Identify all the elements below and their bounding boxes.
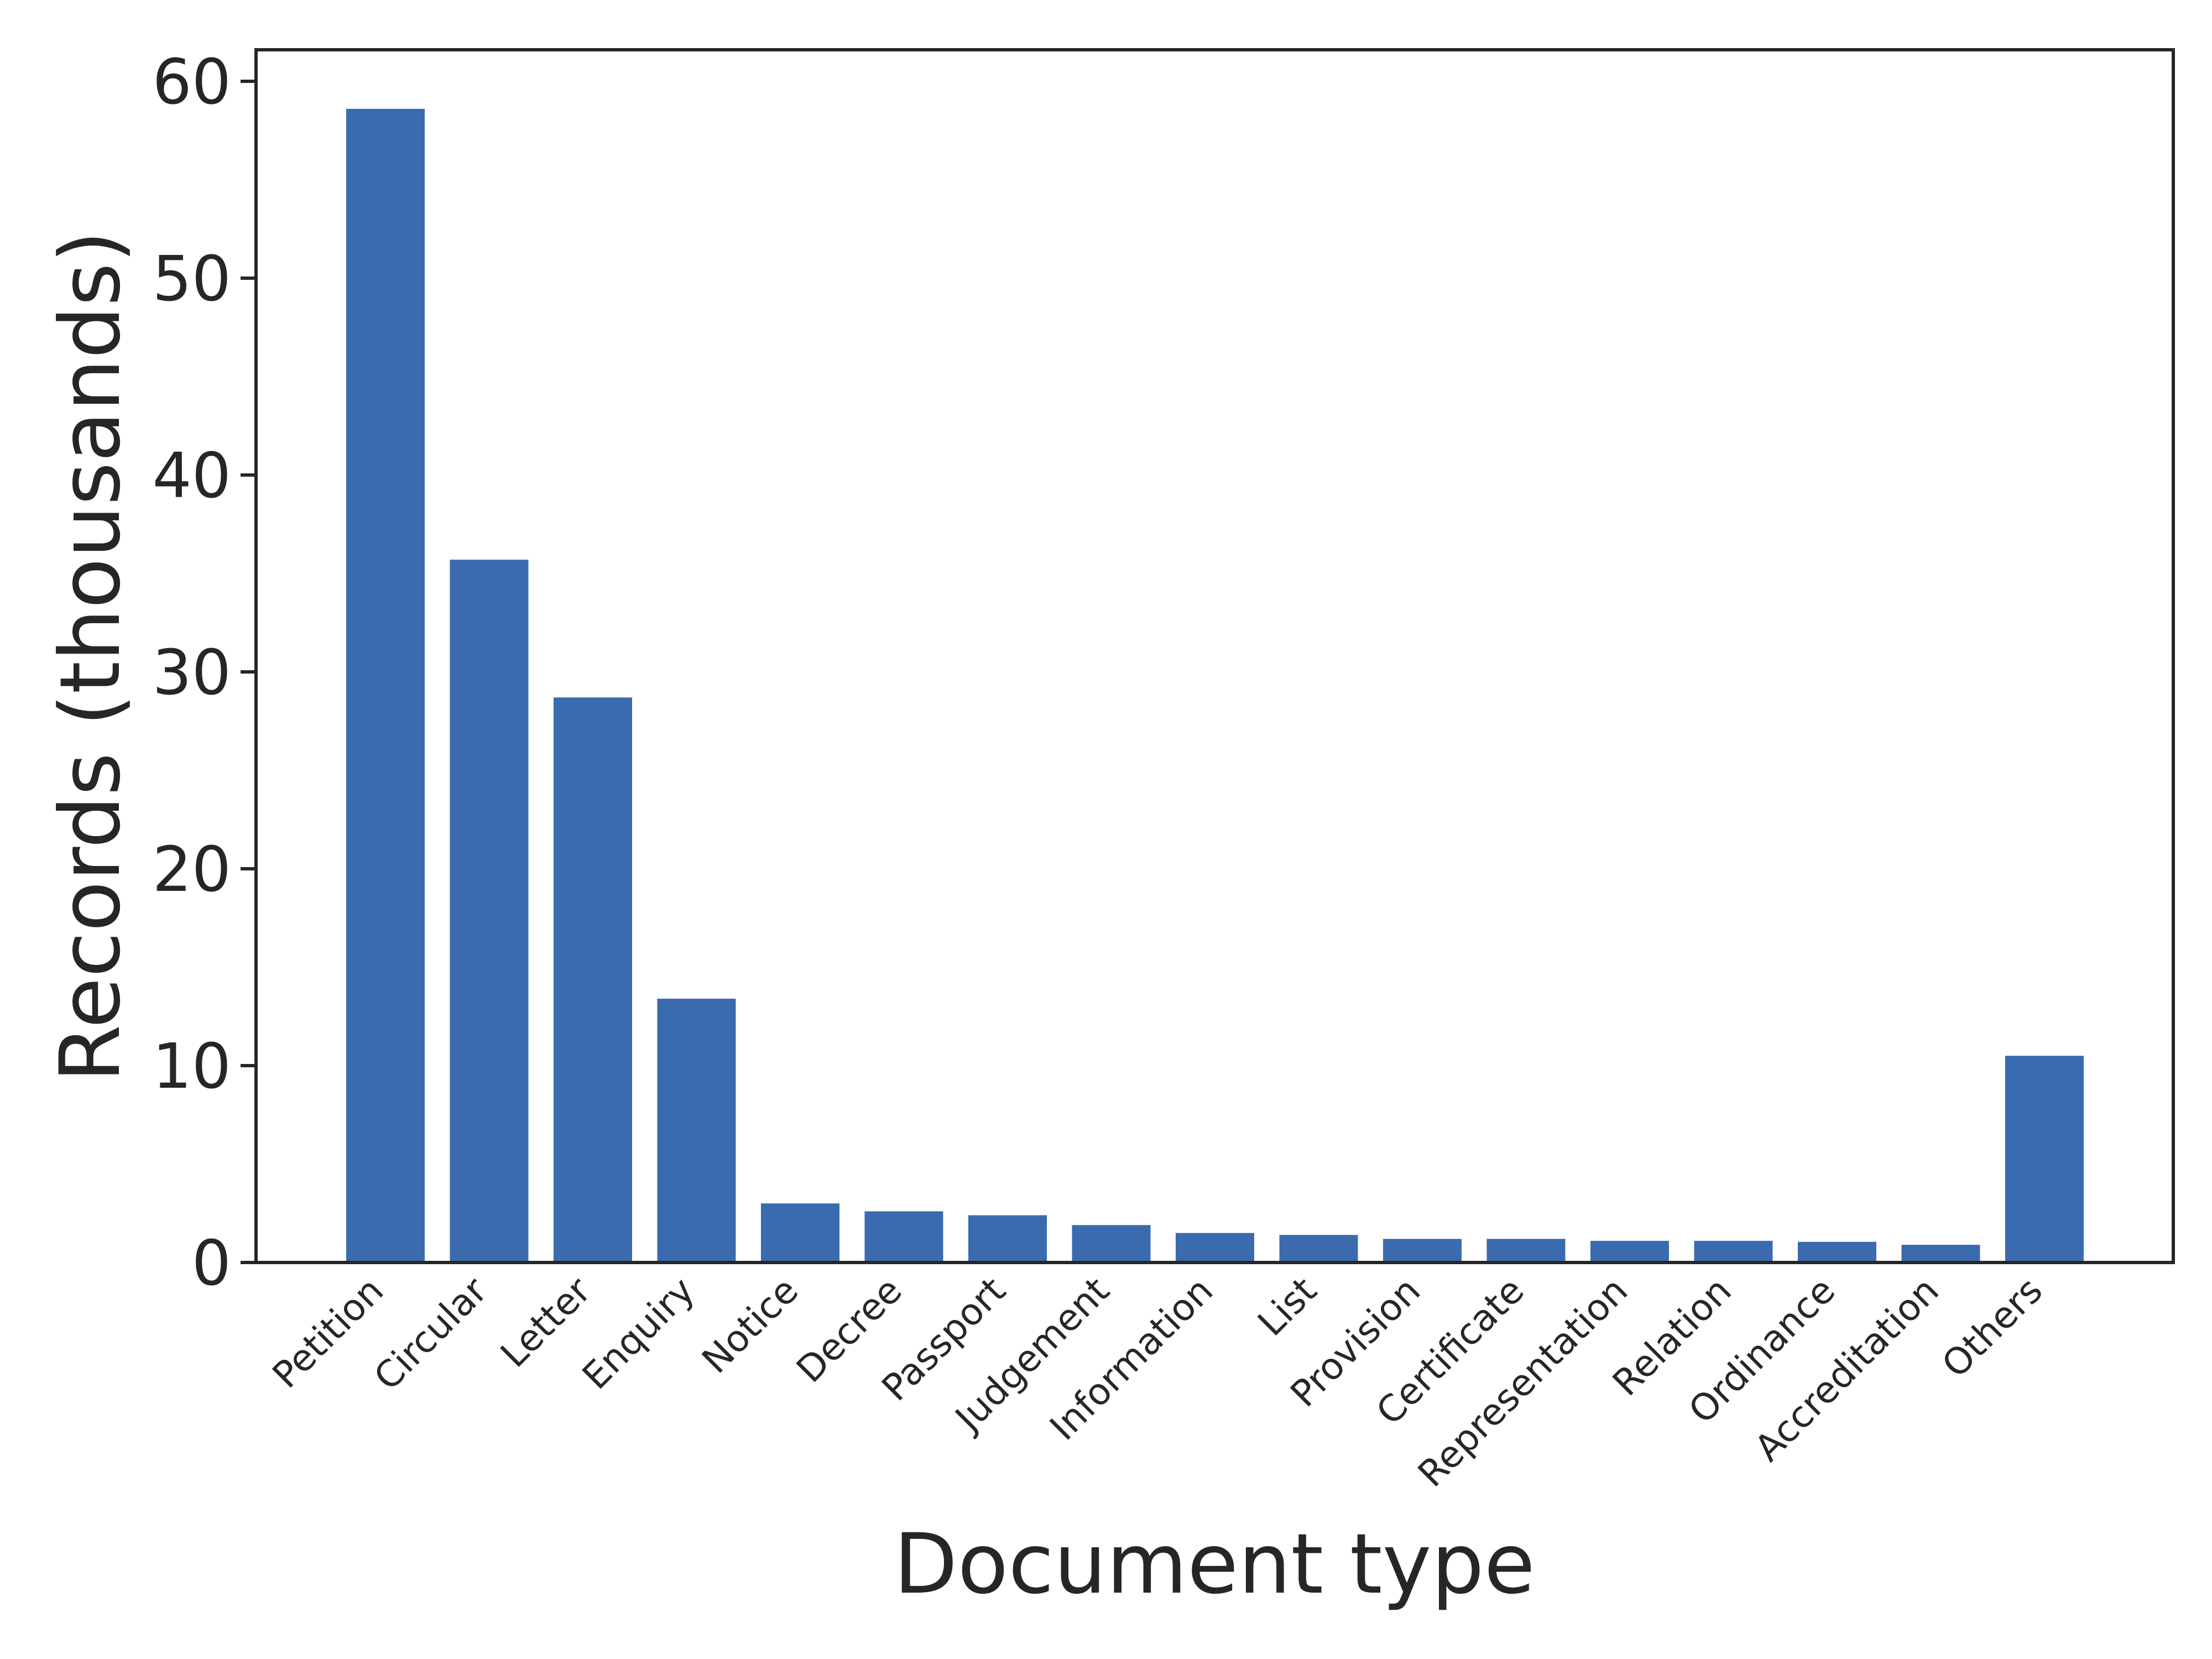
y-tick-label: 10 (152, 1031, 231, 1103)
bar-accreditation (1901, 1244, 1980, 1262)
y-tick-label: 0 (192, 1228, 231, 1300)
y-axis-label: Records (thousands) (43, 231, 139, 1082)
bar-circular (450, 560, 529, 1262)
y-tick-label: 60 (152, 46, 231, 118)
x-tick-label: List (1250, 1269, 1325, 1344)
bar-relation (1694, 1240, 1773, 1262)
bar-ordinance (1798, 1241, 1876, 1262)
plot-frame (254, 48, 2175, 1264)
bar-judgement (1072, 1225, 1151, 1262)
bar-enquiry (657, 998, 736, 1262)
bar-certificate (1486, 1239, 1566, 1262)
x-tick-label: Notice (694, 1269, 807, 1382)
bar-list (1279, 1235, 1358, 1262)
y-tick-label: 20 (152, 834, 231, 906)
bar-petition (346, 108, 425, 1262)
bar-decree (864, 1211, 943, 1262)
x-tick-label: Enquiry (574, 1269, 702, 1397)
x-tick-label: Petition (264, 1269, 392, 1396)
y-tick-label: 30 (152, 637, 231, 709)
y-tick-label: 50 (152, 243, 231, 315)
bar-provision (1383, 1239, 1462, 1262)
x-tick-label: Others (1934, 1269, 2051, 1386)
bar-others (2005, 1056, 2084, 1262)
bar-representation (1590, 1240, 1669, 1262)
x-tick-label: Accreditation (1746, 1269, 1947, 1470)
bar-passport (968, 1215, 1047, 1262)
y-tick-label: 40 (152, 440, 231, 512)
bar-notice (761, 1203, 839, 1262)
bars-group (346, 108, 2084, 1262)
x-tick-label: Circular (366, 1269, 496, 1399)
x-axis-ticks: PetitionCircularLetterEnquiryNoticeDecre… (264, 1269, 2051, 1495)
y-axis-ticks: 0 10 20 30 40 50 60 (152, 46, 256, 1300)
bar-information (1176, 1233, 1254, 1262)
x-axis-label: Document type (894, 1516, 1535, 1613)
bar-letter (554, 697, 632, 1262)
